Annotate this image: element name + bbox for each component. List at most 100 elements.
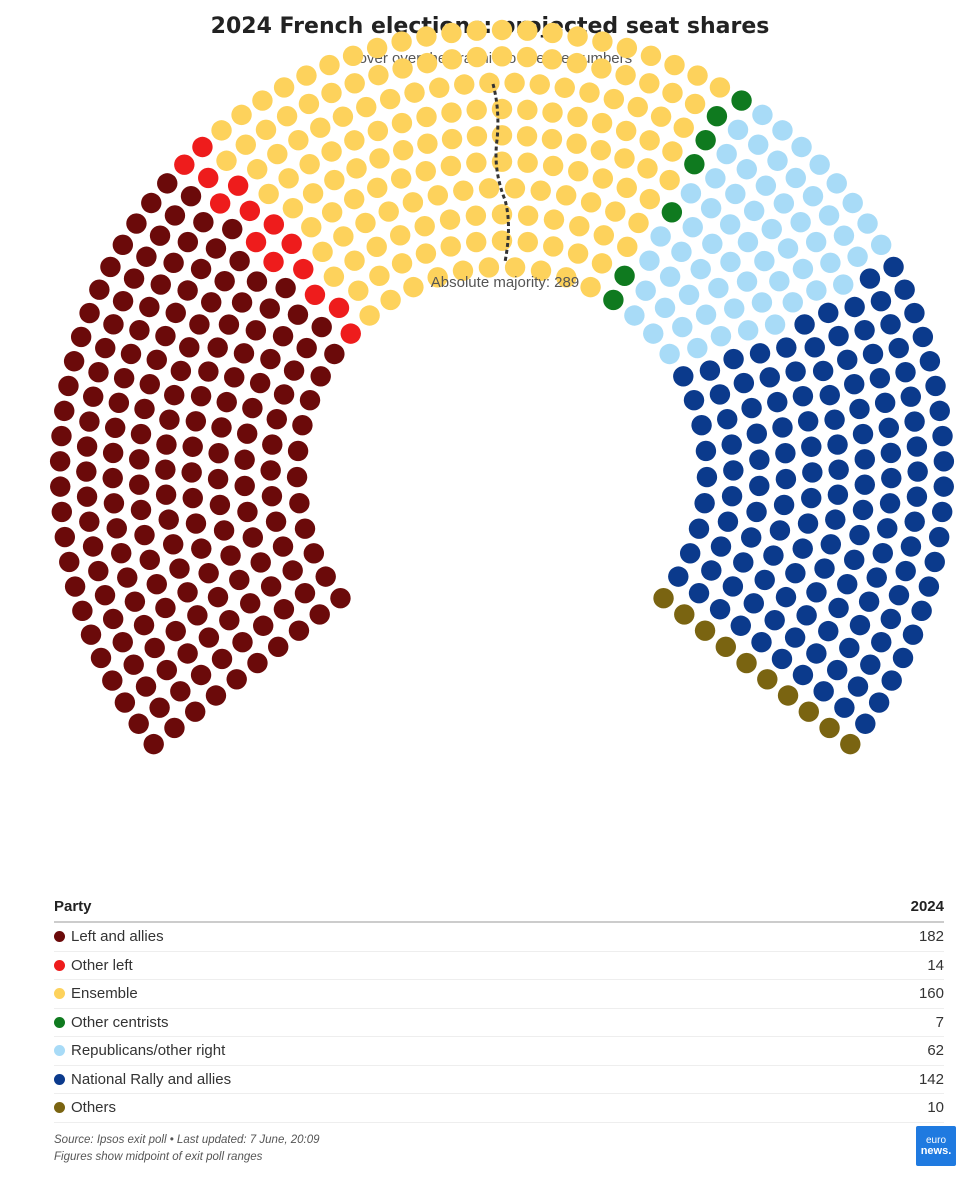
seat-dot[interactable] [737, 231, 759, 253]
seat-dot[interactable] [155, 484, 177, 505]
seat-dot[interactable] [844, 373, 865, 395]
seat-dot[interactable] [530, 260, 552, 281]
seat-dot[interactable] [710, 325, 732, 347]
seat-dot[interactable] [292, 414, 313, 436]
seat-dot[interactable] [858, 591, 880, 612]
seat-dot[interactable] [705, 168, 726, 189]
seat-dot[interactable] [580, 192, 602, 213]
seat-dot[interactable] [324, 343, 345, 365]
seat-dot[interactable] [568, 160, 589, 182]
seat-dot[interactable] [293, 258, 314, 280]
seat-dot[interactable] [259, 298, 280, 319]
seat-dot[interactable] [177, 231, 199, 253]
seat-dot[interactable] [542, 22, 563, 44]
seat-dot[interactable] [211, 417, 232, 438]
seat-dot[interactable] [710, 536, 732, 557]
seat-dot[interactable] [792, 385, 814, 407]
seat-dot[interactable] [404, 82, 425, 103]
seat-dot[interactable] [888, 585, 910, 606]
seat-dot[interactable] [252, 90, 273, 111]
seat-dot[interactable] [165, 302, 186, 324]
seat-dot[interactable] [650, 106, 672, 127]
seat-dot[interactable] [312, 241, 333, 263]
seat-dot[interactable] [198, 627, 220, 648]
seat-dot[interactable] [694, 492, 715, 514]
seat-dot[interactable] [895, 560, 916, 582]
seat-dot[interactable] [827, 484, 849, 505]
seat-dot[interactable] [869, 367, 891, 389]
seat-dot[interactable] [933, 476, 954, 497]
seat-dot[interactable] [868, 692, 890, 713]
seat-dot[interactable] [242, 527, 263, 548]
seat-dot[interactable] [764, 314, 786, 335]
seat-dot[interactable] [299, 153, 320, 175]
seat-dot[interactable] [155, 459, 176, 480]
seat-dot[interactable] [682, 217, 703, 238]
seat-dot[interactable] [205, 238, 227, 259]
seat-dot[interactable] [924, 551, 945, 573]
seat-dot[interactable] [112, 631, 133, 653]
seat-dot[interactable] [129, 319, 150, 341]
seat-dot[interactable] [163, 252, 184, 274]
seat-dot[interactable] [123, 654, 144, 675]
seat-dot[interactable] [229, 569, 250, 591]
seat-dot[interactable] [932, 501, 953, 523]
seat-dot[interactable] [639, 73, 660, 94]
seat-dot[interactable] [296, 337, 317, 359]
seat-dot[interactable] [144, 637, 165, 659]
seat-dot[interactable] [324, 169, 345, 191]
seat-dot[interactable] [752, 104, 773, 126]
seat-dot[interactable] [250, 552, 271, 573]
seat-dot[interactable] [164, 384, 185, 406]
seat-dot[interactable] [392, 139, 414, 161]
seat-dot[interactable] [263, 251, 284, 273]
seat-dot[interactable] [390, 168, 412, 189]
seat-dot[interactable] [209, 193, 231, 214]
seat-dot[interactable] [792, 664, 814, 686]
seat-dot[interactable] [333, 226, 354, 247]
seat-dot[interactable] [716, 143, 737, 165]
seat-dot[interactable] [343, 188, 365, 210]
seat-dot[interactable] [833, 225, 855, 246]
seat-dot[interactable] [659, 266, 681, 287]
seat-dot[interactable] [156, 434, 177, 455]
seat-dot[interactable] [627, 96, 648, 118]
seat-dot[interactable] [198, 563, 219, 584]
seat-dot[interactable] [226, 669, 247, 690]
seat-dot[interactable] [639, 188, 661, 210]
seat-dot[interactable] [554, 77, 575, 98]
seat-dot[interactable] [792, 538, 813, 559]
seat-dot[interactable] [478, 178, 500, 199]
seat-dot[interactable] [135, 676, 157, 697]
seat-dot[interactable] [50, 476, 71, 497]
seat-dot[interactable] [165, 620, 186, 642]
seat-dot[interactable] [844, 296, 865, 318]
seat-dot[interactable] [232, 632, 253, 653]
seat-dot[interactable] [849, 524, 870, 546]
seat-dot[interactable] [170, 360, 192, 382]
seat-dot[interactable] [709, 384, 731, 405]
seat-dot[interactable] [190, 664, 212, 686]
seat-dot[interactable] [785, 167, 806, 189]
seat-dot[interactable] [136, 246, 157, 267]
seat-dot[interactable] [797, 513, 819, 534]
seat-dot[interactable] [687, 337, 708, 359]
seat-dot[interactable] [591, 58, 612, 79]
seat-dot[interactable] [723, 460, 744, 481]
seat-dot[interactable] [414, 216, 435, 237]
seat-dot[interactable] [268, 636, 289, 658]
seat-dot[interactable] [688, 583, 710, 604]
seat-dot[interactable] [880, 608, 902, 630]
seat-dot[interactable] [389, 225, 411, 246]
seat-dot[interactable] [288, 129, 309, 151]
seat-dot[interactable] [76, 436, 98, 457]
seat-dot[interactable] [603, 88, 625, 110]
seat-dot[interactable] [139, 549, 160, 571]
seat-dot[interactable] [709, 599, 731, 620]
seat-dot[interactable] [466, 99, 487, 121]
seat-dot[interactable] [746, 423, 768, 444]
seat-dot[interactable] [209, 494, 231, 516]
seat-dot[interactable] [678, 284, 700, 305]
seat-dot[interactable] [918, 576, 940, 597]
seat-dot[interactable] [267, 143, 288, 165]
